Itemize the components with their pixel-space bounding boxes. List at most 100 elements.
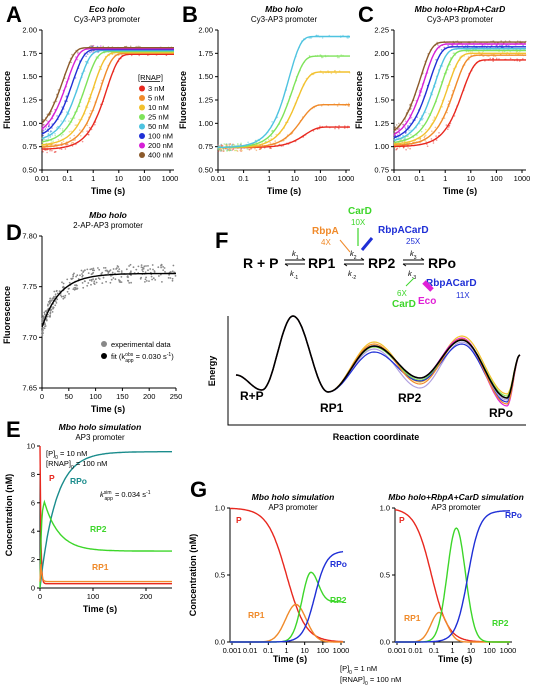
data-point <box>56 146 58 148</box>
data-point <box>228 149 231 152</box>
data-point <box>89 100 91 103</box>
data-point <box>249 147 252 150</box>
data-point <box>65 111 68 113</box>
data-point <box>437 44 439 47</box>
experimental-point <box>101 282 104 284</box>
experimental-point <box>167 277 170 279</box>
data-point <box>495 57 498 60</box>
data-point <box>321 37 324 39</box>
data-point <box>233 149 236 152</box>
data-point <box>86 53 89 55</box>
data-point <box>98 65 101 68</box>
experimental-point <box>53 290 56 293</box>
data-point <box>409 147 411 150</box>
x-tick-label: 150 <box>116 392 129 401</box>
experimental-point <box>160 264 162 267</box>
x-tick-label: 250 <box>170 392 183 401</box>
fit-curve-50-nM <box>41 49 174 140</box>
experimental-point <box>47 304 49 307</box>
experimental-point <box>74 284 76 287</box>
y-tick-label: 1.00 <box>22 119 37 128</box>
experimental-point <box>145 280 148 282</box>
data-point <box>443 46 446 49</box>
data-point <box>440 49 443 51</box>
legend-marker <box>139 114 145 120</box>
panel-g-p0: [P]0 = 1 nM <box>340 664 377 676</box>
data-point <box>336 56 339 59</box>
data-point <box>225 143 228 145</box>
panel-e-kapp: ksim app = 0.034 s-1 <box>100 490 151 502</box>
factor-card-fold: 10X <box>351 218 366 227</box>
data-point <box>275 133 278 136</box>
experimental-point <box>101 271 104 274</box>
experimental-point <box>162 266 165 268</box>
experimental-point <box>55 302 58 304</box>
data-point <box>53 151 56 153</box>
legend-marker <box>139 152 145 158</box>
data-point <box>398 128 401 130</box>
x-tick-label: 0.001 <box>223 646 242 655</box>
fit-curve-5-nM <box>41 52 174 148</box>
data-point <box>407 124 409 127</box>
data-point <box>60 135 63 137</box>
panel-b-title: Mbo holo <box>265 4 303 14</box>
experimental-point <box>60 295 63 298</box>
experimental-point <box>81 282 84 284</box>
experimental-point <box>111 271 114 274</box>
data-point <box>398 122 400 125</box>
experimental-point <box>72 288 75 290</box>
experimental-point <box>105 280 107 283</box>
panel-e-ylabel: Concentration (nM) <box>4 474 14 557</box>
panel-e-label-rpo: RPo <box>70 476 87 486</box>
data-point <box>49 136 51 138</box>
legend-label: 400 nM <box>148 151 173 160</box>
experimental-point <box>140 276 143 279</box>
experimental-point <box>151 264 154 266</box>
data-point <box>398 132 401 134</box>
data-point <box>271 121 273 123</box>
experimental-point <box>81 275 84 278</box>
experimental-point <box>115 268 117 270</box>
x-tick-label: 100 <box>314 174 327 183</box>
sim-curve-RPo <box>230 550 344 643</box>
experimental-point <box>61 281 63 284</box>
y-tick-label: 7.80 <box>22 232 37 241</box>
legend-label: 100 nM <box>148 132 173 141</box>
experimental-point <box>90 268 93 270</box>
experimental-point <box>112 277 115 279</box>
panel-e-p0: [P]0 = 10 nM <box>46 449 87 461</box>
data-point <box>89 51 91 54</box>
legend-fit-marker <box>101 353 107 359</box>
experimental-point <box>110 278 113 281</box>
experimental-point <box>154 279 157 281</box>
factor-card: CarD <box>348 206 372 217</box>
data-point <box>432 142 435 144</box>
data-point <box>239 143 242 146</box>
data-point <box>47 132 50 135</box>
legend-label: 50 nM <box>148 122 169 131</box>
data-point <box>466 44 469 47</box>
data-point <box>270 135 273 137</box>
experimental-point <box>90 278 93 281</box>
x-tick-label: 1000 <box>514 174 531 183</box>
experimental-point <box>118 280 121 283</box>
data-point <box>407 147 409 149</box>
y-tick-label: 1.25 <box>22 96 37 105</box>
state-r-plus-p: R+P <box>240 389 264 403</box>
experimental-point <box>89 279 91 282</box>
data-point <box>223 143 225 145</box>
panel-c-ylabel: Fluorescence <box>354 71 364 129</box>
panel-d-subtitle: 2-AP-AP3 promoter <box>73 221 143 230</box>
experimental-point <box>104 267 107 269</box>
panel-label-g: G <box>190 477 207 502</box>
y-tick-label: 1.25 <box>198 96 213 105</box>
data-point <box>435 139 438 141</box>
experimental-point <box>118 270 120 273</box>
experimental-point <box>51 299 53 301</box>
data-point <box>408 104 411 106</box>
data-point <box>42 129 45 132</box>
x-tick-label: 0.1 <box>429 646 439 655</box>
panel-g-rnap0: [RNAP]0 = 100 nM <box>340 675 401 687</box>
data-point <box>348 105 350 107</box>
experimental-point <box>172 264 175 267</box>
